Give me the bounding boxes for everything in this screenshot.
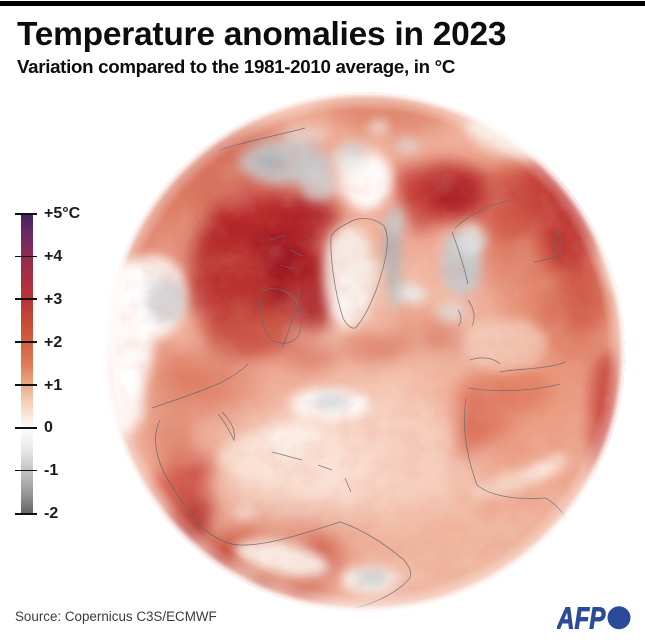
- svg-text:AFP: AFP: [557, 601, 606, 633]
